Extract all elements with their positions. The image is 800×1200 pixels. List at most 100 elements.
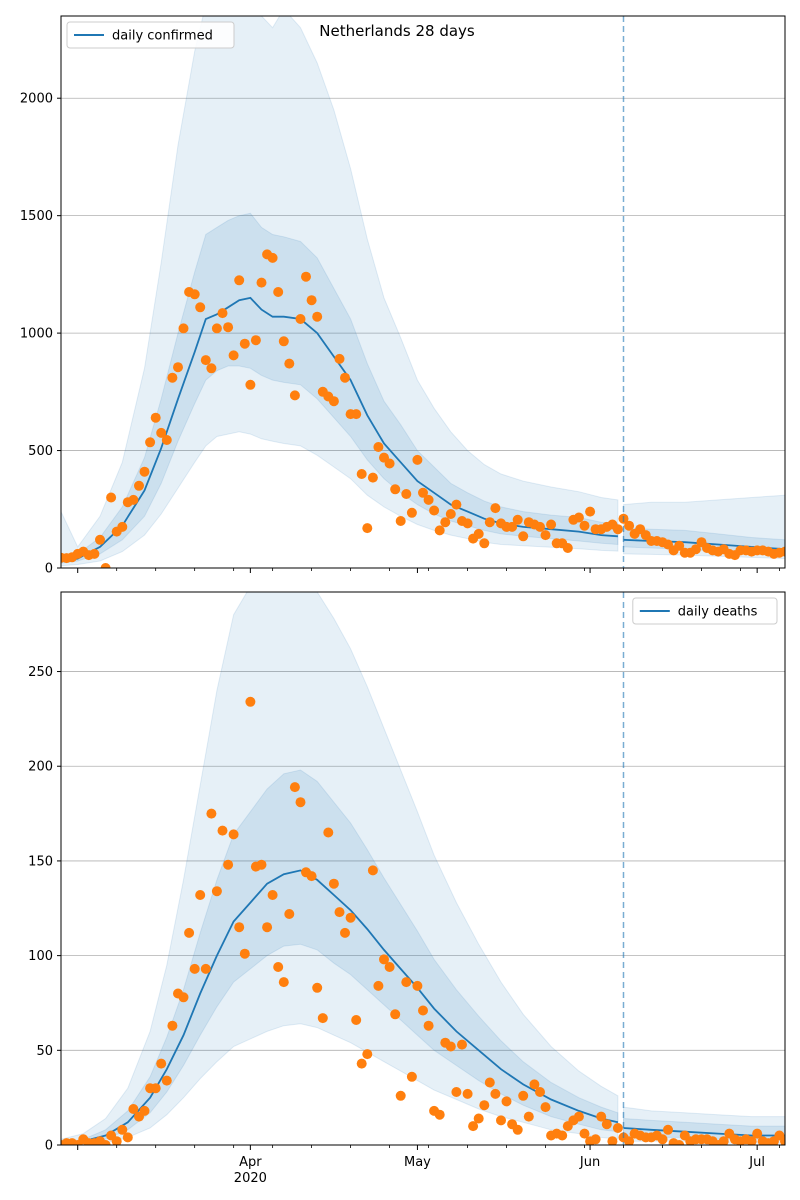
- observed-point: [512, 514, 523, 525]
- observed-point: [206, 363, 217, 374]
- observed-point: [245, 379, 256, 390]
- observed-point: [273, 962, 284, 972]
- observed-point: [579, 520, 590, 531]
- observed-point: [401, 977, 412, 988]
- observed-point: [384, 458, 395, 469]
- plot-area: [61, 592, 785, 1145]
- observed-point: [312, 982, 323, 993]
- observed-point: [529, 1079, 540, 1090]
- observed-point: [256, 859, 267, 870]
- observed-point: [367, 472, 378, 483]
- legend-box: [66, 21, 235, 49]
- observed-point: [250, 335, 261, 346]
- y-tick-label: 250: [28, 665, 53, 680]
- observed-point: [518, 1090, 529, 1101]
- observed-point: [367, 865, 378, 876]
- observed-point: [161, 1075, 172, 1086]
- observed-point: [373, 442, 384, 452]
- observed-point: [473, 528, 484, 539]
- legend-box: [632, 597, 778, 625]
- observed-point: [217, 308, 228, 319]
- legend: daily confirmed: [66, 21, 235, 49]
- observed-point: [752, 1128, 763, 1139]
- observed-point: [178, 992, 189, 1003]
- observed-point: [351, 409, 362, 420]
- observed-point: [278, 977, 289, 988]
- observed-point: [139, 466, 150, 477]
- observed-point: [546, 519, 557, 530]
- observed-point: [228, 829, 239, 840]
- observed-point: [295, 797, 306, 808]
- observed-point: [239, 948, 250, 959]
- observed-point: [184, 927, 195, 938]
- observed-point: [273, 287, 284, 297]
- observed-point: [484, 1077, 495, 1088]
- plot-area: [61, 16, 785, 568]
- observed-point: [412, 454, 423, 465]
- observed-point: [462, 518, 473, 529]
- observed-point: [351, 1015, 362, 1025]
- y-tick-label: 0: [45, 1139, 53, 1154]
- observed-point: [540, 1102, 551, 1113]
- legend: daily deaths: [632, 597, 778, 625]
- observed-point: [100, 1140, 111, 1145]
- observed-point: [585, 506, 596, 517]
- observed-point: [746, 1136, 757, 1145]
- observed-point: [356, 469, 367, 479]
- observed-point: [195, 890, 206, 900]
- observed-point: [139, 1105, 150, 1116]
- observed-point: [267, 890, 278, 900]
- observed-point: [228, 350, 239, 361]
- observed-point: [395, 1090, 406, 1101]
- axes-frame: [60, 591, 786, 1146]
- outer-uncertainty-band: [61, 16, 619, 567]
- observed-point: [390, 1009, 401, 1020]
- observed-point: [557, 1130, 568, 1141]
- observed-point: [523, 1111, 534, 1122]
- observed-point: [234, 275, 245, 286]
- observed-point: [512, 1124, 523, 1135]
- observed-point: [334, 353, 345, 364]
- observed-point: [384, 962, 395, 972]
- observed-point: [340, 372, 350, 383]
- outer-uncertainty-band: [61, 592, 619, 1145]
- observed-point: [390, 484, 401, 495]
- y-tick-label: 100: [28, 949, 53, 964]
- observed-point: [95, 534, 105, 545]
- observed-point: [122, 1132, 133, 1143]
- observed-point: [312, 311, 323, 322]
- observed-point: [423, 1020, 434, 1031]
- observed-point: [189, 963, 200, 974]
- observed-point: [457, 1039, 467, 1050]
- observed-point: [579, 1128, 590, 1139]
- observed-point: [206, 808, 217, 819]
- observed-point: [262, 922, 273, 933]
- observed-point: [245, 696, 256, 707]
- observed-point: [362, 523, 373, 534]
- observed-point: [507, 521, 518, 532]
- observed-point: [612, 1123, 623, 1133]
- observed-point: [289, 390, 300, 401]
- observed-point: [674, 1140, 685, 1145]
- observed-point: [284, 358, 295, 369]
- observed-point: [173, 362, 183, 373]
- observed-point: [200, 355, 211, 366]
- observed-point: [306, 871, 317, 882]
- observed-point: [167, 372, 178, 383]
- observed-point: [434, 525, 445, 536]
- x-tick-label: May: [404, 1155, 431, 1170]
- observed-point: [418, 487, 428, 498]
- observed-point: [134, 480, 144, 491]
- y-tick-label: 2000: [20, 92, 53, 107]
- observed-point: [395, 516, 406, 526]
- observed-point: [690, 544, 701, 555]
- y-tick-label: 500: [28, 444, 53, 459]
- observed-point: [223, 859, 234, 870]
- observed-point: [423, 494, 434, 505]
- observed-point: [195, 302, 206, 313]
- legend-label: daily deaths: [678, 605, 758, 620]
- observed-point: [780, 546, 785, 557]
- observed-point: [596, 1111, 607, 1122]
- observed-point: [167, 1020, 178, 1031]
- observed-point: [362, 1049, 373, 1060]
